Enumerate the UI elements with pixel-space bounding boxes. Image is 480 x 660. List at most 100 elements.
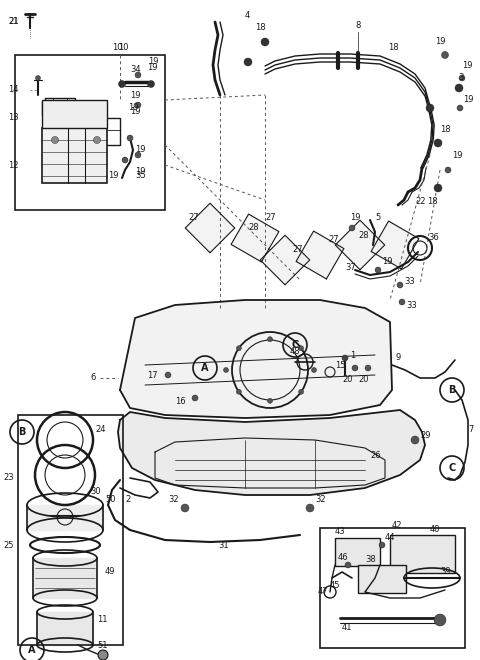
Circle shape — [349, 225, 355, 231]
Text: 38: 38 — [365, 556, 376, 564]
Text: 27: 27 — [188, 213, 199, 222]
Circle shape — [397, 282, 403, 288]
Text: A: A — [28, 645, 36, 655]
Circle shape — [342, 355, 348, 361]
Circle shape — [455, 84, 463, 92]
Text: 40: 40 — [430, 525, 441, 535]
Text: 33: 33 — [406, 300, 417, 310]
Polygon shape — [371, 221, 419, 269]
Text: 13: 13 — [8, 114, 19, 123]
Polygon shape — [231, 214, 279, 262]
Text: 21: 21 — [8, 18, 19, 26]
Bar — [42, 100, 107, 128]
Text: 27: 27 — [328, 236, 338, 244]
Text: 50: 50 — [105, 496, 116, 504]
Polygon shape — [260, 235, 310, 284]
Circle shape — [261, 38, 269, 46]
Text: 32: 32 — [168, 496, 179, 504]
Circle shape — [411, 436, 419, 444]
Circle shape — [236, 389, 241, 394]
Text: 1: 1 — [350, 350, 355, 360]
Polygon shape — [185, 203, 235, 253]
Circle shape — [399, 299, 405, 305]
Text: 19: 19 — [382, 257, 393, 267]
Text: 11: 11 — [97, 616, 108, 624]
Bar — [390, 535, 455, 573]
Bar — [18, 415, 123, 645]
Text: 18: 18 — [427, 197, 438, 207]
Polygon shape — [37, 612, 93, 645]
Text: 30: 30 — [90, 488, 101, 496]
Text: 19: 19 — [452, 150, 463, 160]
Polygon shape — [118, 410, 425, 495]
Circle shape — [379, 542, 385, 548]
Text: 19: 19 — [462, 61, 472, 69]
Circle shape — [459, 75, 465, 81]
Text: 46: 46 — [338, 554, 348, 562]
Text: 25: 25 — [3, 541, 13, 550]
Text: 27: 27 — [292, 246, 302, 255]
Text: 19: 19 — [130, 108, 141, 117]
Text: C: C — [291, 340, 299, 350]
Polygon shape — [33, 558, 97, 598]
Text: 19: 19 — [147, 63, 157, 73]
Circle shape — [352, 365, 358, 371]
Text: 39: 39 — [440, 568, 451, 576]
Bar — [358, 565, 406, 593]
Text: 19: 19 — [108, 170, 119, 180]
Text: 19: 19 — [435, 38, 445, 46]
Text: 45: 45 — [330, 581, 340, 589]
Text: 15: 15 — [335, 360, 346, 370]
Circle shape — [365, 365, 371, 371]
Text: 28: 28 — [248, 224, 259, 232]
Text: C: C — [448, 463, 456, 473]
Text: 19: 19 — [130, 92, 141, 100]
Text: 19: 19 — [135, 168, 145, 176]
Circle shape — [445, 167, 451, 173]
Circle shape — [98, 650, 108, 660]
Text: 28: 28 — [358, 230, 369, 240]
Text: 12: 12 — [8, 160, 19, 170]
Text: 18: 18 — [255, 24, 265, 32]
Polygon shape — [120, 300, 392, 418]
Text: 49: 49 — [105, 568, 116, 576]
Circle shape — [244, 58, 252, 66]
Circle shape — [147, 81, 155, 88]
Text: 10: 10 — [112, 44, 122, 53]
Circle shape — [51, 137, 59, 143]
Text: 8: 8 — [355, 20, 360, 30]
Circle shape — [36, 75, 40, 81]
Text: 44: 44 — [385, 533, 396, 543]
Circle shape — [267, 337, 273, 342]
Text: 36: 36 — [428, 234, 439, 242]
Text: 2: 2 — [125, 496, 130, 504]
Text: 20: 20 — [342, 376, 352, 385]
Circle shape — [94, 137, 100, 143]
Text: 27: 27 — [265, 213, 276, 222]
Text: B: B — [18, 427, 26, 437]
Circle shape — [224, 368, 228, 372]
Text: 31: 31 — [218, 541, 228, 550]
Text: 21: 21 — [8, 18, 19, 26]
Text: 19: 19 — [463, 96, 473, 104]
Text: 18: 18 — [388, 44, 398, 53]
Text: 51: 51 — [97, 640, 108, 649]
Circle shape — [345, 562, 351, 568]
Circle shape — [135, 102, 141, 108]
Circle shape — [299, 389, 304, 394]
Text: 19: 19 — [128, 104, 139, 112]
Circle shape — [306, 504, 314, 512]
Text: 17: 17 — [147, 370, 158, 380]
Text: B: B — [448, 385, 456, 395]
Text: 10: 10 — [118, 44, 129, 53]
Text: 6: 6 — [90, 374, 96, 383]
Circle shape — [165, 372, 171, 378]
Circle shape — [267, 398, 273, 403]
Circle shape — [135, 72, 141, 78]
Text: 9: 9 — [396, 352, 401, 362]
Text: 7: 7 — [468, 426, 473, 434]
Circle shape — [312, 368, 316, 372]
Text: 47: 47 — [318, 587, 329, 597]
Circle shape — [181, 504, 189, 512]
Text: 14: 14 — [8, 86, 19, 94]
